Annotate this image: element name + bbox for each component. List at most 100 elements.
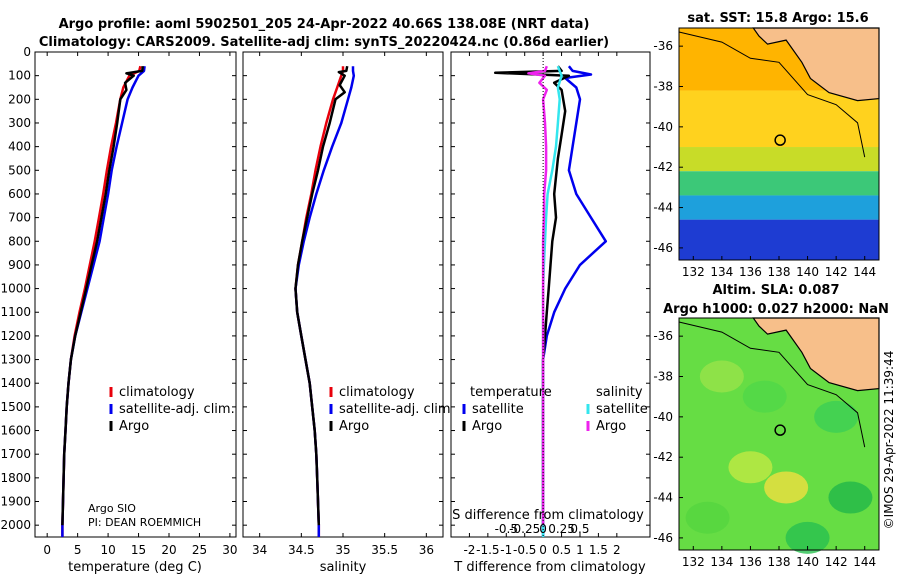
sst-map xyxy=(678,27,880,260)
x-tick-label: 2 xyxy=(613,543,621,557)
sst-band xyxy=(679,171,879,196)
depth-tick-label: 2000 xyxy=(0,518,31,532)
sla-anomaly-blob xyxy=(699,360,744,393)
pi-label: PI: DEAN ROEMMICH xyxy=(88,516,201,529)
legend-label: satellite-adj. clim. xyxy=(119,402,235,417)
sst-band xyxy=(679,219,879,260)
sla-anomaly-blob xyxy=(828,481,873,514)
sst-map-title: sat. SST: 15.8 Argo: 15.6 xyxy=(687,11,868,26)
depth-tick-label: 1100 xyxy=(0,305,31,319)
map-y-tick-label: -42 xyxy=(653,450,673,464)
sla-map-axes: 132 134 136 138 140 142 144 -36 -38 -40 -42 -44 -46 xyxy=(653,317,880,569)
x-tick-label: 36 xyxy=(419,543,434,557)
difference-axes-frame xyxy=(450,51,651,538)
x-tick-label: 1 xyxy=(576,543,584,557)
legend-label: satellite xyxy=(596,402,648,417)
map-y-tick-label: -38 xyxy=(653,80,673,94)
map-y-tick-label: -36 xyxy=(653,329,673,343)
series-line-argo xyxy=(294,65,349,526)
map-y-tick-label: -44 xyxy=(653,201,673,215)
series-line-argo xyxy=(61,66,145,526)
s-difference-ticks: -0.5-0.25 0 0.250.5 xyxy=(495,522,590,536)
sst-band xyxy=(679,90,879,148)
depth-tick-label: 900 xyxy=(8,258,31,272)
difference-legend: temperature salinity satellite Argo satellit… xyxy=(462,385,648,434)
legend-title-salinity: salinity xyxy=(596,385,643,400)
sla-map xyxy=(678,317,880,554)
temperature-legend: climatology satellite-adj. clim. Argo xyxy=(109,385,235,434)
depth-tick-label: 1600 xyxy=(0,424,31,438)
map-x-tick-label: 136 xyxy=(739,555,762,569)
salinity-xlabel: salinity xyxy=(320,560,367,575)
x-tick-label: 25 xyxy=(192,543,207,557)
map-y-tick-label: -42 xyxy=(653,160,673,174)
x-tick-label: 35.5 xyxy=(371,543,398,557)
depth-axis: 0100200300400500600700800900100011001200… xyxy=(0,45,237,557)
sla-map-title-line1: Altim. SLA: 0.087 xyxy=(713,283,840,298)
sla-map-title-line2: Argo h1000: 0.027 h2000: NaN xyxy=(663,302,889,317)
map-y-tick-label: -40 xyxy=(653,410,673,424)
x-tick-label: 34.5 xyxy=(288,543,315,557)
x-tick-label: 0.5 xyxy=(552,543,571,557)
x-tick-label: -0.5 xyxy=(513,543,536,557)
s-difference-label: S difference from climatology xyxy=(452,508,644,523)
x-tick-label: 34 xyxy=(252,543,267,557)
x-tick-label: 35 xyxy=(335,543,350,557)
map-y-tick-label: -44 xyxy=(653,491,673,505)
map-x-tick-label: 134 xyxy=(710,265,733,279)
salinity-axis: 34 34.5 35 35.5 36 xyxy=(243,51,443,557)
legend-label: Argo xyxy=(119,419,149,434)
legend-label: satellite xyxy=(472,402,524,417)
sla-anomaly-blob xyxy=(685,501,730,534)
legend-label: satellite-adj. clim. xyxy=(339,402,455,417)
depth-tick-label: 200 xyxy=(8,92,31,106)
argo-float-marker xyxy=(774,424,786,436)
difference-axis: -2 -1.5 -1 -0.5 0 0.5 1 1.5 2 xyxy=(451,51,650,557)
sst-band xyxy=(679,147,879,172)
depth-tick-label: 1300 xyxy=(0,353,31,367)
temperature-panel: 0100200300400500600700800900100011001200… xyxy=(0,45,237,575)
map-y-tick-label: -40 xyxy=(653,120,673,134)
salinity-legend: climatology satellite-adj. clim. Argo xyxy=(329,385,455,434)
depth-tick-label: 1200 xyxy=(0,329,31,343)
x-tick-label: -1 xyxy=(500,543,512,557)
x-tick-label: 10 xyxy=(100,543,115,557)
legend-label: climatology xyxy=(339,385,415,400)
s-tick-label: 0.25 xyxy=(548,522,575,536)
depth-tick-label: 500 xyxy=(8,163,31,177)
depth-tick-label: 0 xyxy=(23,45,31,59)
map-x-tick-label: 140 xyxy=(796,265,819,279)
map-y-tick-label: -46 xyxy=(653,531,673,545)
t-difference-xlabel: T difference from climatology xyxy=(453,560,646,575)
shelf-contour xyxy=(678,321,866,448)
depth-tick-label: 1900 xyxy=(0,495,31,509)
map-x-tick-label: 142 xyxy=(825,555,848,569)
map-x-tick-label: 132 xyxy=(682,265,705,279)
x-tick-label: 0 xyxy=(539,543,547,557)
s-tick-label: 0.5 xyxy=(570,522,589,536)
sst-map-axes: 132 134 136 138 140 142 144 -36 -38 -40 -42 -44 -46 xyxy=(653,27,880,279)
map-x-tick-label: 136 xyxy=(739,265,762,279)
temperature-axes-frame xyxy=(34,51,237,538)
map-x-tick-label: 144 xyxy=(853,555,876,569)
argo-sio-label: Argo SIO xyxy=(88,502,136,515)
difference-panel: -2 -1.5 -1 -0.5 0 0.5 1 1.5 2 temperature salinit… xyxy=(450,51,651,575)
sst-band xyxy=(679,195,879,220)
depth-tick-label: 1800 xyxy=(0,471,31,485)
salinity-panel: 34 34.5 35 35.5 36 climatology satellite-adj.… xyxy=(242,51,455,575)
s-tick-label: 0 xyxy=(539,522,547,536)
x-tick-label: 0 xyxy=(43,543,51,557)
map-y-tick-label: -36 xyxy=(653,39,673,53)
temperature-lines xyxy=(61,65,146,537)
map-x-tick-label: 138 xyxy=(768,555,791,569)
salinity-axes-frame xyxy=(242,51,444,538)
temperature-xlabel: temperature (deg C) xyxy=(68,560,202,575)
sla-anomaly-blob xyxy=(785,521,830,554)
salinity-lines xyxy=(294,65,356,537)
sla-anomaly-blob xyxy=(728,451,773,484)
depth-tick-label: 800 xyxy=(8,234,31,248)
difference-lines xyxy=(493,52,608,537)
legend-title-temperature: temperature xyxy=(470,385,552,400)
depth-tick-label: 1700 xyxy=(0,447,31,461)
